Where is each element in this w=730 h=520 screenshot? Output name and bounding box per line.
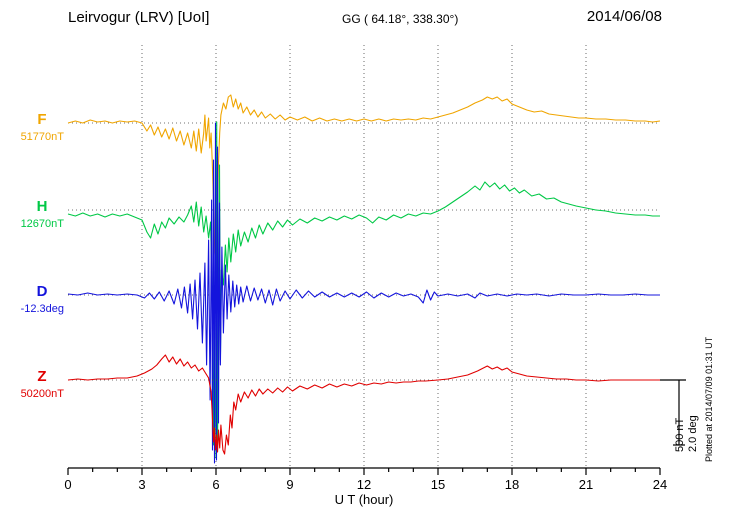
geographic-coords-label: GG ( 64.18°, 338.30°) xyxy=(342,12,459,26)
scale-label-deg: 2.0 deg xyxy=(687,415,699,452)
series-letter-F: F xyxy=(37,111,46,128)
date-label: 2014/06/08 xyxy=(586,8,662,25)
series-letter-D: D xyxy=(37,283,48,300)
plotted-at-label: Plotted at 2014/07/09 01:31 UT xyxy=(704,336,714,462)
x-tick-label: 12 xyxy=(357,477,371,492)
x-tick-label: 18 xyxy=(505,477,519,492)
series-value-F: 51770nT xyxy=(21,131,65,143)
series-letter-H: H xyxy=(37,198,48,215)
trace-D xyxy=(67,122,660,464)
x-tick-label: 15 xyxy=(431,477,445,492)
x-tick-label: 3 xyxy=(138,477,145,492)
trace-H xyxy=(67,121,660,459)
series-value-Z: 50200nT xyxy=(21,388,65,400)
x-tick-label: 24 xyxy=(653,477,667,492)
x-axis-title: U T (hour) xyxy=(334,492,394,507)
x-tick-label: 0 xyxy=(64,477,71,492)
trace-Z xyxy=(67,354,660,455)
x-tick-label: 9 xyxy=(286,477,293,492)
x-tick-label: 21 xyxy=(579,477,593,492)
series-value-H: 12670nT xyxy=(21,218,65,230)
scale-label-nt: 500 nT xyxy=(674,417,686,452)
series-letter-Z: Z xyxy=(37,368,46,385)
x-tick-label: 6 xyxy=(212,477,219,492)
station-title: Leirvogur (LRV) [UoI] xyxy=(68,9,210,26)
trace-F xyxy=(67,94,661,259)
series-value-D: -12.3deg xyxy=(21,303,64,315)
